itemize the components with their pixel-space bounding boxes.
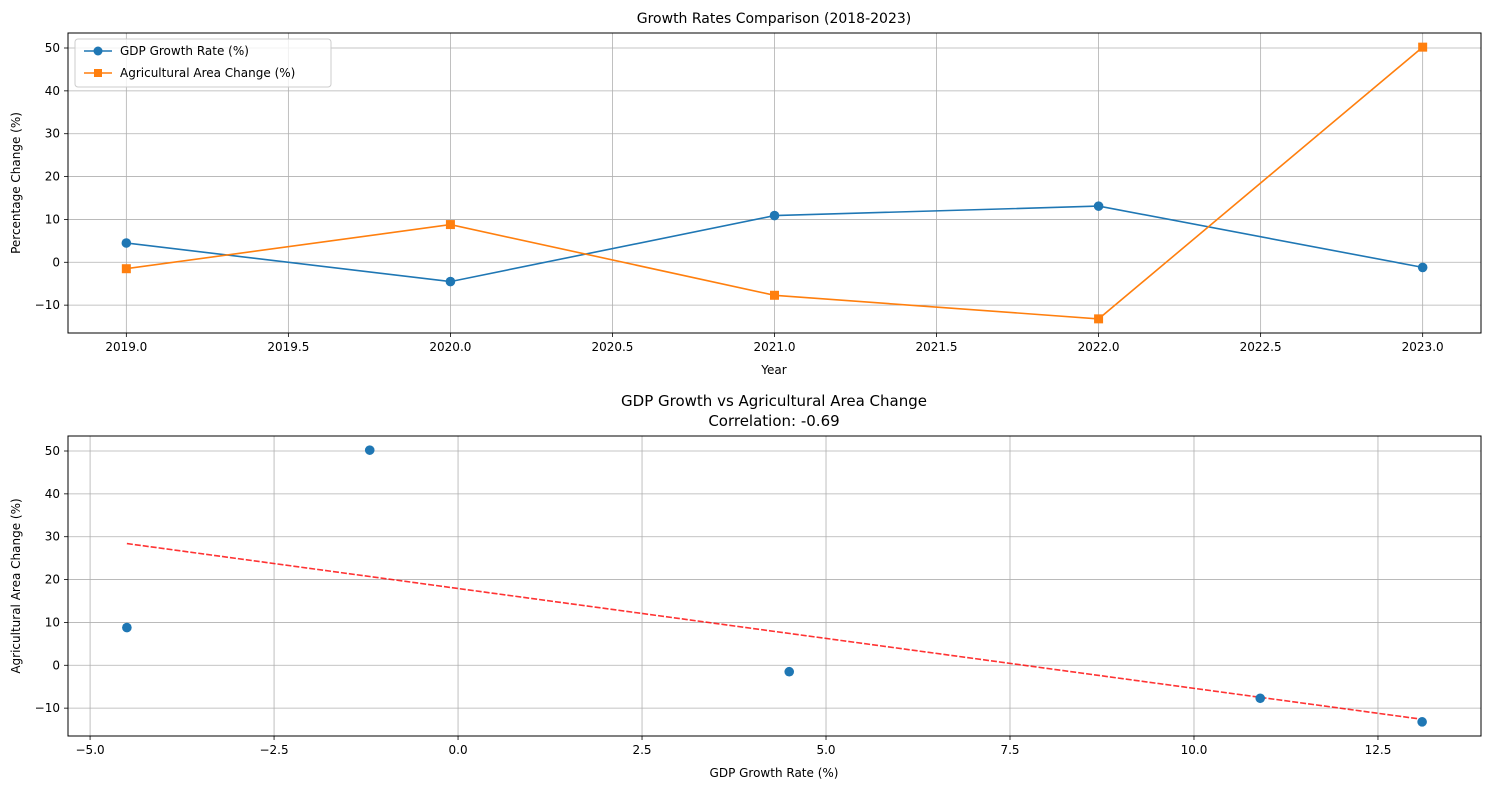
series-1-marker [1094, 314, 1104, 324]
y-tick-label: 20 [45, 170, 60, 184]
x-tick-label: 7.5 [1000, 743, 1019, 757]
y-tick-label: 0 [52, 255, 60, 269]
series-1-marker [770, 290, 779, 300]
chart2-y-label: Agricultural Area Change (%) [9, 498, 23, 673]
chart2-x-label: GDP Growth Rate (%) [710, 766, 839, 780]
chart1-series [121, 42, 1428, 324]
x-tick-label: 0.0 [449, 743, 468, 757]
scatter-point [364, 445, 375, 455]
x-tick-label: 2022.5 [1240, 340, 1282, 354]
chart1-x-label: Year [760, 363, 786, 377]
chart1-y-label: Percentage Change (%) [9, 112, 23, 254]
series-0-marker [1417, 262, 1428, 273]
chart2-y-axis: −10 0 10 20 30 40 50 [35, 444, 68, 715]
chart1-legend: GDP Growth Rate (%) Agricultural Area Ch… [74, 38, 332, 88]
legend-label-gdp: GDP Growth Rate (%) [120, 44, 249, 58]
y-tick-label: −10 [35, 298, 60, 312]
scatter-point [122, 622, 132, 633]
legend-frame [74, 38, 332, 88]
x-tick-label: 2020.0 [429, 340, 471, 354]
chart1-y-axis: −10 0 10 20 30 40 50 [35, 41, 68, 312]
chart2-plot-frame [67, 435, 1482, 737]
x-tick-label: 2.5 [632, 743, 651, 757]
x-tick-label: 2023.0 [1402, 340, 1444, 354]
legend-marker-gdp [93, 46, 103, 56]
series-0-marker [769, 210, 780, 221]
y-tick-label: 10 [45, 615, 60, 629]
x-tick-label: −2.5 [259, 743, 288, 757]
scatter-point [784, 666, 795, 677]
x-tick-label: 2019.5 [267, 340, 309, 354]
x-tick-label: 12.5 [1365, 743, 1392, 757]
series-0-marker [445, 276, 456, 287]
y-tick-label: 30 [45, 530, 60, 544]
series-1-marker [445, 220, 455, 230]
legend-marker-agri [94, 69, 102, 77]
x-tick-label: 10.0 [1181, 743, 1208, 757]
chart2-points [122, 445, 1427, 727]
chart2-grid [68, 436, 1481, 736]
series-1-marker [121, 264, 131, 274]
chart1-x-axis: 2019.0 2019.5 2020.0 2020.5 2021.0 2021.5 2022… [105, 333, 1444, 354]
y-tick-label: 10 [45, 212, 60, 226]
y-tick-label: 30 [45, 127, 60, 141]
chart1-title: Growth Rates Comparison (2018-2023) [637, 11, 911, 27]
chart2-x-axis: −5.0 −2.5 0.0 2.5 5.0 7.5 10.0 12.5 [76, 736, 1392, 757]
y-tick-label: 40 [45, 487, 60, 501]
x-tick-label: 2020.5 [591, 340, 633, 354]
series-1-marker [1418, 42, 1428, 52]
scatter-point [1255, 693, 1266, 704]
chart2-subtitle: Correlation: -0.69 [708, 412, 839, 430]
series-0-marker [1093, 201, 1104, 211]
chart2-trendline [126, 542, 1423, 721]
scatter-chart: GDP Growth vs Agricultural Area Change C… [9, 392, 1482, 780]
trend-line [126, 542, 1423, 721]
y-tick-label: 40 [45, 84, 60, 98]
chart2-title: GDP Growth vs Agricultural Area Change [621, 392, 927, 410]
line-chart: Growth Rates Comparison (2018-2023) 2019… [9, 11, 1482, 377]
y-tick-label: −10 [35, 701, 60, 715]
x-tick-label: 2021.0 [754, 340, 796, 354]
scatter-point [1417, 717, 1427, 727]
x-tick-label: 2019.0 [105, 340, 147, 354]
x-tick-label: −5.0 [76, 743, 105, 757]
chart1-grid [68, 33, 1481, 333]
y-tick-label: 20 [45, 573, 60, 587]
x-tick-label: 2021.5 [916, 340, 958, 354]
y-tick-label: 50 [45, 41, 60, 55]
x-tick-label: 2022.0 [1078, 340, 1120, 354]
y-tick-label: 0 [52, 658, 60, 672]
series-0-marker [121, 238, 132, 248]
y-tick-label: 50 [45, 444, 60, 458]
legend-label-agri: Agricultural Area Change (%) [120, 66, 295, 80]
x-tick-label: 5.0 [816, 743, 835, 757]
